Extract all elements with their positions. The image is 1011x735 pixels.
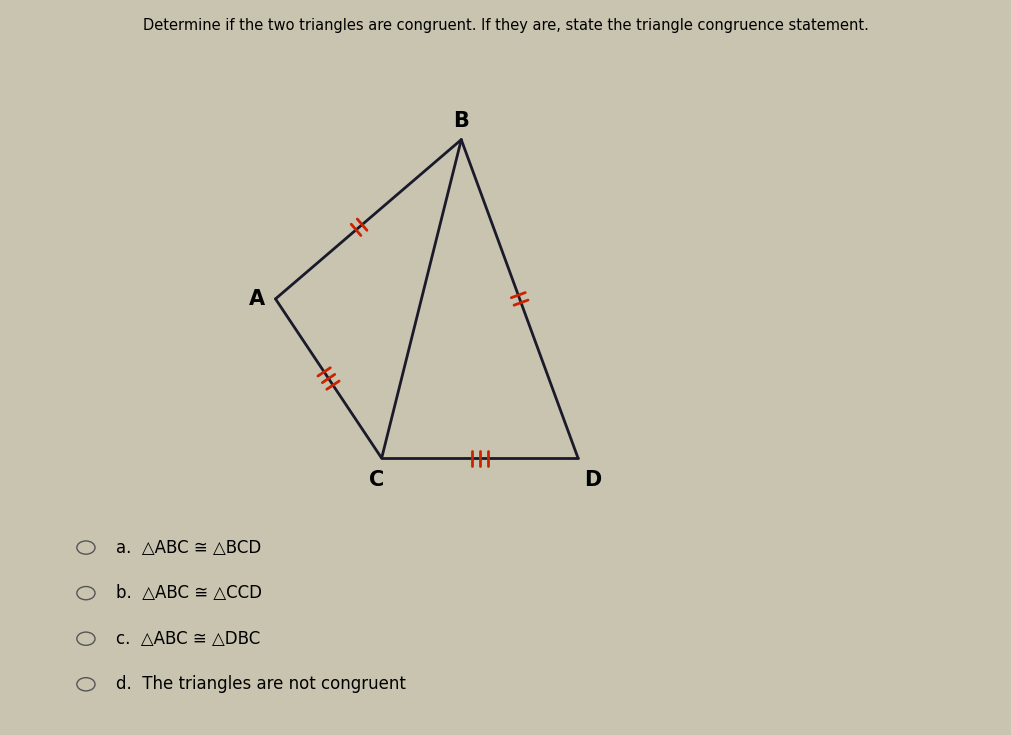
Text: D: D: [584, 470, 602, 490]
Text: d.  The triangles are not congruent: d. The triangles are not congruent: [116, 675, 406, 693]
Text: b.  △ABC ≅ △CCD: b. △ABC ≅ △CCD: [116, 584, 262, 602]
Text: c.  △ABC ≅ △DBC: c. △ABC ≅ △DBC: [116, 630, 261, 648]
Text: C: C: [369, 470, 384, 490]
Text: A: A: [249, 289, 265, 309]
Text: a.  △ABC ≅ △BCD: a. △ABC ≅ △BCD: [116, 539, 262, 556]
Text: B: B: [453, 111, 469, 131]
Text: Determine if the two triangles are congruent. If they are, state the triangle co: Determine if the two triangles are congr…: [143, 18, 868, 33]
